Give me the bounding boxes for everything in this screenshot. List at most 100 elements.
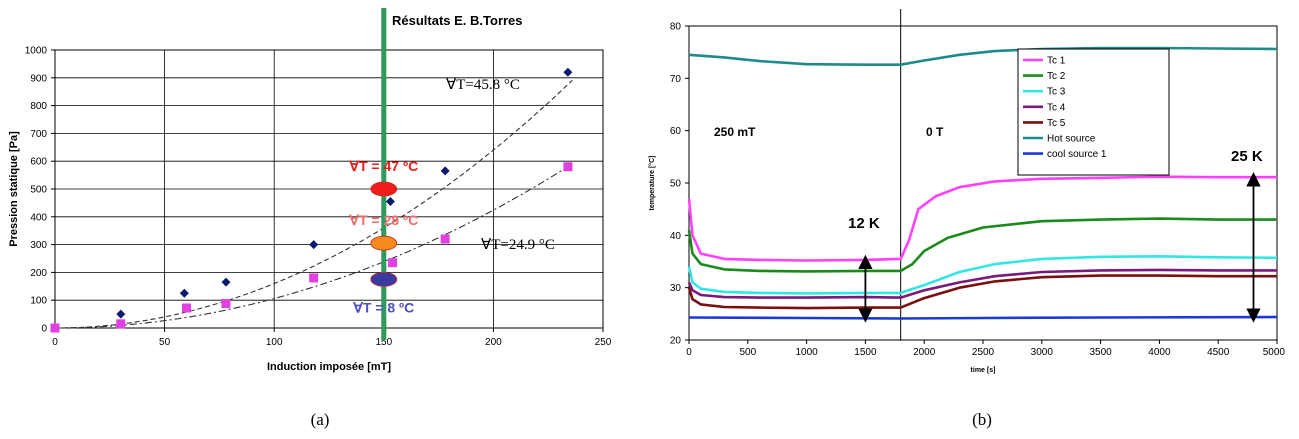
tick-label-x: 500 [739, 347, 756, 358]
ellipse-marker-2 [370, 235, 398, 251]
chart-a-data-points [50, 67, 573, 333]
tick-label-y: 70 [670, 74, 682, 85]
marker-label-1: ∀T = 47 ºC [348, 158, 418, 174]
chart-a-x-axis-label: Induction imposée [mT] [267, 361, 391, 373]
tick-label-x: 50 [159, 337, 171, 348]
chart-a-ellipse-markers: ∀T = 47 ºC ∀T = 28 ºC ∀T = 8 ºC [348, 158, 418, 315]
legend-label: Tc 1 [1047, 56, 1066, 67]
chart-b-field-on-label: 250 mT [714, 125, 756, 139]
chart-a-tick-labels: 0 50 100 150 200 250 0 100 200 300 400 500 600 700 800… [25, 46, 612, 349]
tick-label-y: 100 [30, 296, 47, 307]
series-line-tc-4 [687, 268, 1277, 299]
data-point-diamond [221, 277, 231, 287]
series-line-tc-3 [687, 254, 1278, 295]
tick-label-x: 4500 [1207, 347, 1230, 358]
tick-label-y: 700 [30, 129, 47, 140]
chart-b-tick-labels: 0 500 1000 1500 2000 2500 3000 3500 4000 4500 5000… [670, 22, 1286, 359]
tick-label-x: 3000 [1031, 347, 1054, 358]
tick-label-x: 200 [485, 337, 502, 348]
data-point-square [388, 258, 398, 268]
chart-a-fit-label-1: ∀T=45.8 °C [446, 77, 520, 93]
data-point-square [221, 299, 231, 309]
series-line-tc-1 [687, 175, 1277, 262]
tick-label-x: 1000 [795, 347, 818, 358]
tick-label-x: 5000 [1263, 347, 1286, 358]
tick-label-y: 30 [670, 283, 682, 294]
fit-curve-2 [55, 163, 573, 329]
tick-label-y: 900 [30, 73, 47, 84]
chart-b-series-lines [687, 46, 1278, 320]
data-point-square [309, 273, 319, 283]
chart-b-field-off-label: 0 T [926, 125, 944, 139]
legend-label: Tc 2 [1047, 71, 1066, 82]
data-point-square [440, 234, 450, 244]
chart-a-fit-label-2: ∀T=24.9 °C [481, 237, 555, 253]
chart-a-vertical-line [381, 8, 387, 340]
tick-label-x: 0 [686, 347, 692, 358]
data-point-square [116, 319, 126, 329]
legend-label: Hot source [1047, 134, 1096, 145]
tick-label-y: 60 [670, 126, 682, 137]
chart-b-x-axis-label: time [s] [971, 367, 996, 374]
tick-label-x: 1500 [854, 347, 877, 358]
chart-b-legend-box [1017, 48, 1170, 176]
tick-label-y: 0 [41, 324, 47, 335]
chart-a-y-axis-label: Pression statique [Pa] [8, 131, 20, 247]
tick-label-y: 1000 [25, 46, 48, 57]
series-line-tc-2 [687, 217, 1277, 273]
chart-a-fit-curves [55, 79, 573, 329]
data-point-diamond [309, 240, 319, 250]
series-line-cool-source-1 [688, 315, 1278, 320]
data-point-square [563, 162, 573, 172]
legend-label: Tc 5 [1047, 118, 1066, 129]
vertical-line-150mT [381, 8, 387, 340]
tick-label-y: 20 [670, 336, 682, 347]
tick-label-x: 2000 [913, 347, 936, 358]
tick-label-y: 200 [30, 268, 47, 279]
tick-label-y: 40 [670, 231, 682, 242]
chart-b-delta-right-label: 25 K [1231, 148, 1263, 165]
data-point-square [182, 303, 192, 313]
data-point-diamond [385, 197, 395, 206]
chart-b-delta-arrows [858, 172, 1261, 323]
series-line-tc-5 [687, 274, 1277, 310]
tick-label-x: 4000 [1148, 347, 1171, 358]
series-line-hot-source [688, 46, 1278, 66]
tick-label-y: 80 [670, 22, 682, 33]
legend-label: Tc 4 [1047, 102, 1066, 113]
tick-label-y: 600 [30, 157, 47, 168]
ellipse-marker-1 [370, 181, 398, 197]
chart-a: 0 50 100 150 200 250 0 100 200 300 400 500 600 700 800… [8, 8, 612, 429]
caption-a: (a) [311, 410, 330, 429]
data-point-diamond [440, 166, 450, 176]
fit-curve-1 [55, 79, 573, 329]
marker-label-2: ∀T = 28 ºC [348, 212, 418, 228]
tick-label-x: 0 [52, 337, 58, 348]
marker-label-3: ∀T = 8 ºC [352, 299, 414, 315]
chart-b-legend: Tc 1 Tc 2 Tc 3 Tc 4 Tc 5 Hot source cool sourc… [1017, 48, 1170, 176]
data-point-square [50, 323, 60, 333]
tick-label-y: 400 [30, 212, 47, 223]
tick-label-x: 250 [595, 337, 612, 348]
ellipse-marker-3 [370, 271, 398, 287]
chart-b-delta-left-label: 12 K [848, 215, 880, 232]
tick-label-y: 500 [30, 185, 47, 196]
tick-label-y: 300 [30, 240, 47, 251]
chart-a-grid [55, 50, 603, 328]
data-point-diamond [563, 67, 573, 77]
tick-label-x: 3500 [1089, 347, 1112, 358]
tick-label-x: 100 [266, 337, 283, 348]
chart-b: 0 500 1000 1500 2000 2500 3000 3500 4000 4500 5000… [648, 9, 1285, 429]
tick-label-y: 50 [670, 179, 682, 190]
tick-label-x: 150 [375, 337, 392, 348]
tick-label-y: 800 [30, 101, 47, 112]
chart-b-y-axis-label: temperature [°C] [648, 156, 656, 211]
tick-label-x: 2500 [972, 347, 995, 358]
caption-b: (b) [972, 410, 992, 429]
legend-label: Tc 3 [1047, 87, 1066, 98]
data-point-diamond [179, 288, 189, 298]
legend-label: cool source 1 [1047, 149, 1107, 160]
chart-a-title: Résultats E. B.Torres [392, 13, 523, 28]
data-point-diamond [116, 309, 126, 319]
